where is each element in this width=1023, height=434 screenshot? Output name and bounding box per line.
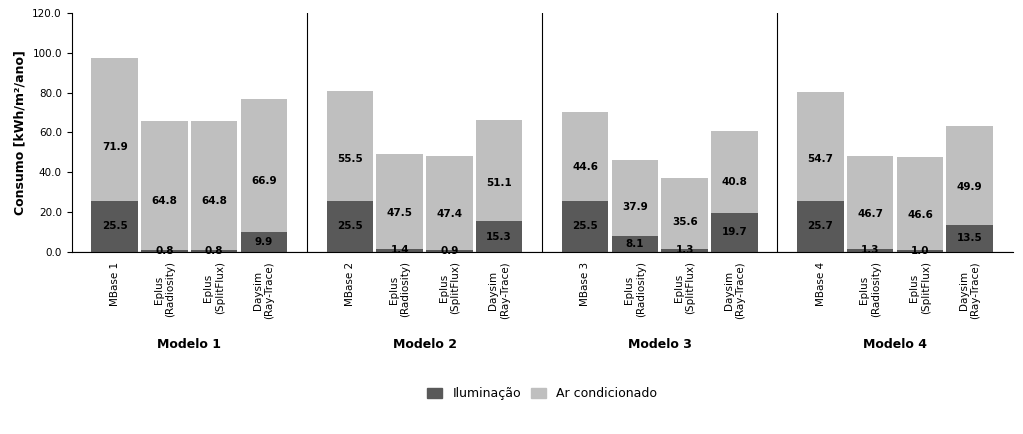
- Text: 1.4: 1.4: [391, 245, 409, 255]
- Text: Modelo 1: Modelo 1: [158, 338, 221, 351]
- Bar: [427, 250, 473, 252]
- Text: Modelo 4: Modelo 4: [863, 338, 927, 351]
- Bar: [897, 250, 943, 252]
- Text: 1.3: 1.3: [675, 246, 694, 256]
- Text: 8.1: 8.1: [626, 239, 644, 249]
- Text: 25.7: 25.7: [807, 221, 834, 231]
- Text: 0.8: 0.8: [155, 246, 174, 256]
- Bar: [326, 201, 373, 252]
- Text: 1.0: 1.0: [910, 246, 929, 256]
- Bar: [141, 250, 187, 252]
- Bar: [797, 92, 844, 201]
- Text: 51.1: 51.1: [486, 178, 512, 187]
- Bar: [711, 132, 758, 213]
- Text: 46.7: 46.7: [857, 209, 883, 219]
- Bar: [946, 225, 993, 252]
- Bar: [662, 249, 708, 252]
- Bar: [847, 249, 893, 252]
- Bar: [376, 249, 422, 252]
- Bar: [240, 99, 287, 232]
- Bar: [91, 201, 138, 252]
- Text: Modelo 2: Modelo 2: [393, 338, 456, 351]
- Text: 15.3: 15.3: [486, 231, 512, 241]
- Text: 19.7: 19.7: [721, 227, 747, 237]
- Bar: [847, 156, 893, 249]
- Bar: [946, 125, 993, 225]
- Bar: [612, 236, 658, 252]
- Bar: [562, 112, 609, 201]
- Text: 46.6: 46.6: [907, 210, 933, 220]
- Text: 54.7: 54.7: [807, 154, 834, 164]
- Bar: [897, 157, 943, 250]
- Text: 25.5: 25.5: [338, 221, 363, 231]
- Bar: [326, 91, 373, 201]
- Text: 71.9: 71.9: [102, 141, 128, 151]
- Bar: [562, 201, 609, 252]
- Text: 66.9: 66.9: [251, 177, 276, 187]
- Text: Modelo 3: Modelo 3: [628, 338, 692, 351]
- Bar: [612, 160, 658, 236]
- Bar: [711, 213, 758, 252]
- Y-axis label: Consumo [kWh/m²/ano]: Consumo [kWh/m²/ano]: [13, 50, 27, 215]
- Text: 37.9: 37.9: [622, 202, 648, 212]
- Bar: [797, 201, 844, 252]
- Bar: [662, 178, 708, 249]
- Text: 25.5: 25.5: [102, 221, 128, 231]
- Text: 64.8: 64.8: [151, 196, 177, 206]
- Bar: [191, 250, 237, 252]
- Bar: [476, 221, 523, 252]
- Text: 64.8: 64.8: [202, 196, 227, 206]
- Text: 25.5: 25.5: [573, 221, 598, 231]
- Text: 0.8: 0.8: [205, 246, 223, 256]
- Legend: Iluminação, Ar condicionado: Iluminação, Ar condicionado: [422, 382, 662, 405]
- Text: 55.5: 55.5: [338, 154, 363, 164]
- Bar: [141, 121, 187, 250]
- Text: 40.8: 40.8: [721, 177, 748, 187]
- Text: 0.9: 0.9: [440, 246, 458, 256]
- Bar: [427, 156, 473, 250]
- Text: 35.6: 35.6: [672, 217, 698, 227]
- Text: 49.9: 49.9: [957, 182, 982, 192]
- Text: 47.4: 47.4: [437, 209, 462, 219]
- Text: 44.6: 44.6: [572, 162, 598, 172]
- Text: 9.9: 9.9: [255, 237, 273, 247]
- Bar: [476, 120, 523, 221]
- Bar: [191, 121, 237, 250]
- Bar: [91, 58, 138, 201]
- Text: 47.5: 47.5: [387, 208, 412, 218]
- Bar: [240, 232, 287, 252]
- Bar: [376, 155, 422, 249]
- Text: 13.5: 13.5: [957, 233, 982, 243]
- Text: 1.3: 1.3: [861, 246, 880, 256]
